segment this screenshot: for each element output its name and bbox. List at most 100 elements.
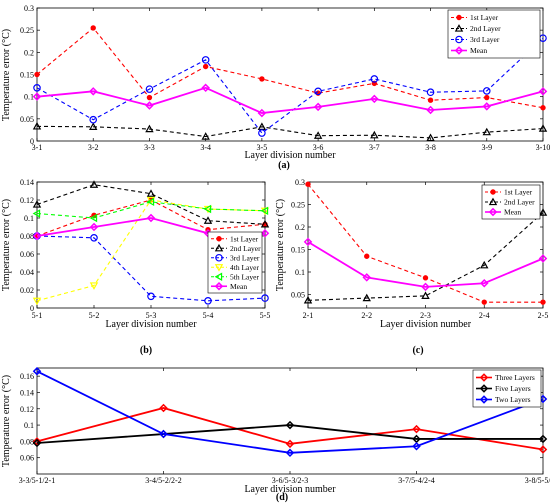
- data-point-mean: [260, 229, 270, 238]
- x-tick-label: 3-2: [88, 143, 99, 152]
- data-point-2nd-layer: [303, 295, 313, 304]
- series-2nd-layer: [32, 121, 548, 142]
- legend-marker-mean: [214, 281, 224, 291]
- y-tick-label: 0.05: [20, 115, 34, 124]
- data-point-2nd-layer: [370, 130, 379, 139]
- series-mean: [32, 83, 548, 118]
- data-point-mean: [88, 87, 98, 96]
- legend-marker-1st-layer: [216, 236, 222, 242]
- data-point-1st-layer: [305, 181, 311, 187]
- legend-marker-five-layers: [479, 384, 489, 393]
- data-point-3rd-layer: [426, 88, 435, 97]
- data-point-mean: [370, 94, 379, 104]
- y-tick-label: 0.02: [20, 286, 34, 295]
- x-axis-label: Layer division number: [380, 319, 472, 330]
- y-tick-label: 0.16: [20, 372, 34, 381]
- data-point-5th-layer: [89, 213, 98, 223]
- legend-marker-3rd-layer: [215, 253, 223, 262]
- series-line-three-layers: [36, 407, 544, 451]
- legend-marker-mean: [454, 46, 464, 55]
- series-2nd-layer: [32, 180, 270, 228]
- data-point-5th-layer: [203, 204, 212, 214]
- data-point-five-layers: [32, 438, 42, 448]
- y-tick-label: 0.1: [24, 214, 34, 223]
- y-tick-label: 0.04: [20, 268, 34, 277]
- data-point-1st-layer: [364, 253, 370, 259]
- x-tick-label: 5-1: [32, 311, 43, 320]
- data-point-2nd-layer: [362, 293, 371, 302]
- data-point-three-layers: [32, 437, 42, 446]
- legend-marker-2nd-layer: [454, 24, 464, 32]
- data-point-5th-layer: [260, 206, 269, 216]
- data-point-1st-layer: [90, 25, 96, 31]
- legend-box: [207, 231, 263, 294]
- series-mean: [303, 237, 548, 292]
- x-axis-label: Layer division number: [105, 319, 197, 330]
- data-point-3rd-layer: [482, 87, 491, 95]
- panel-label-b: (b): [140, 345, 152, 356]
- legend-label-3rd-layer: 3rd Layer: [470, 35, 500, 44]
- panel-d: 0.06 0.08 0.1 0.12 0.14 0.16 3-3/5-1/2-1 3-4/5-…: [1, 367, 550, 495]
- y-axis-label: Temperature error (°C): [1, 375, 12, 467]
- data-point-5th-layer: [32, 209, 41, 218]
- data-point-2nd-layer: [203, 216, 213, 224]
- x-tick-label: 3-4/5-2/2-2: [145, 476, 181, 485]
- data-point-mean: [538, 254, 548, 263]
- x-tick-label: 5-3: [146, 311, 157, 320]
- legend-marker-1st-layer: [490, 189, 496, 195]
- series-line-mean: [36, 86, 544, 114]
- series-5th-layer: [32, 197, 269, 223]
- legend-label-1st-layer: 1st Layer: [470, 13, 499, 22]
- data-point-mean: [303, 237, 313, 247]
- legend-label-1st-layer: 1st Layer: [504, 188, 533, 197]
- legend: Three Layers Five Layers Two Layers: [472, 369, 542, 408]
- x-tick-label: 3-9: [481, 143, 492, 152]
- y-axis-label: Temperature error (°C): [1, 199, 12, 291]
- data-point-two-layers: [285, 448, 295, 458]
- legend-label-2nd-layer: 2nd Layer: [504, 198, 535, 207]
- legend-label-mean: Mean: [230, 282, 247, 291]
- legend-marker-three-layers: [479, 373, 489, 382]
- data-point-1st-layer: [34, 71, 40, 78]
- data-point-2nd-layer: [89, 122, 98, 130]
- x-tick-label: 3-3/5-1/2-1: [19, 476, 55, 485]
- data-point-2nd-layer: [538, 208, 548, 216]
- data-point-3rd-layer: [370, 75, 379, 83]
- panel-label-d: (d): [276, 492, 288, 503]
- data-point-mean: [313, 102, 323, 112]
- panel-a: 0 0.05 0.1 0.15 0.2 0.25 0.3 3-1 3-2 3-3 3-4 3-5 3-6…: [1, 4, 550, 161]
- data-point-five-layers: [285, 420, 295, 430]
- data-point-3rd-layer: [33, 84, 41, 92]
- data-point-1st-layer: [202, 63, 209, 70]
- data-point-2nd-layer: [421, 291, 430, 300]
- series-line-five-layers: [36, 424, 543, 444]
- y-tick-label: 0.08: [20, 437, 34, 446]
- legend-marker-4th-layer: [214, 264, 224, 272]
- legend-marker-1st-layer: [456, 14, 462, 21]
- data-point-mean: [421, 282, 430, 292]
- legend-marker-5th-layer: [214, 272, 223, 281]
- x-tick-label: 3-7: [369, 143, 380, 152]
- x-tick-label: 5-4: [203, 311, 214, 320]
- y-tick-label: 0.3: [24, 4, 34, 13]
- series-1st-layer: [34, 25, 546, 111]
- data-point-two-layers: [32, 367, 42, 376]
- series-line-2nd-layer: [307, 212, 544, 301]
- y-tick-label: 0.05: [291, 291, 305, 300]
- data-point-1st-layer: [146, 94, 153, 101]
- data-point-two-layers: [159, 429, 168, 439]
- legend-marker-2nd-layer: [488, 197, 498, 206]
- legend-label-two-layers: Two Layers: [495, 395, 531, 404]
- data-point-2nd-layer: [426, 133, 435, 142]
- data-point-2nd-layer: [32, 200, 42, 208]
- data-point-1st-layer: [259, 76, 265, 82]
- series-three-layers: [32, 403, 548, 454]
- data-point-2nd-layer: [89, 180, 99, 188]
- data-point-mean: [362, 273, 372, 282]
- legend-label-3rd-layer: 3rd Layer: [230, 253, 260, 262]
- series-line-3rd-layer: [36, 235, 266, 302]
- data-point-3rd-layer: [261, 294, 269, 302]
- y-tick-label: 0.12: [20, 405, 34, 414]
- data-point-3rd-layer: [258, 129, 266, 137]
